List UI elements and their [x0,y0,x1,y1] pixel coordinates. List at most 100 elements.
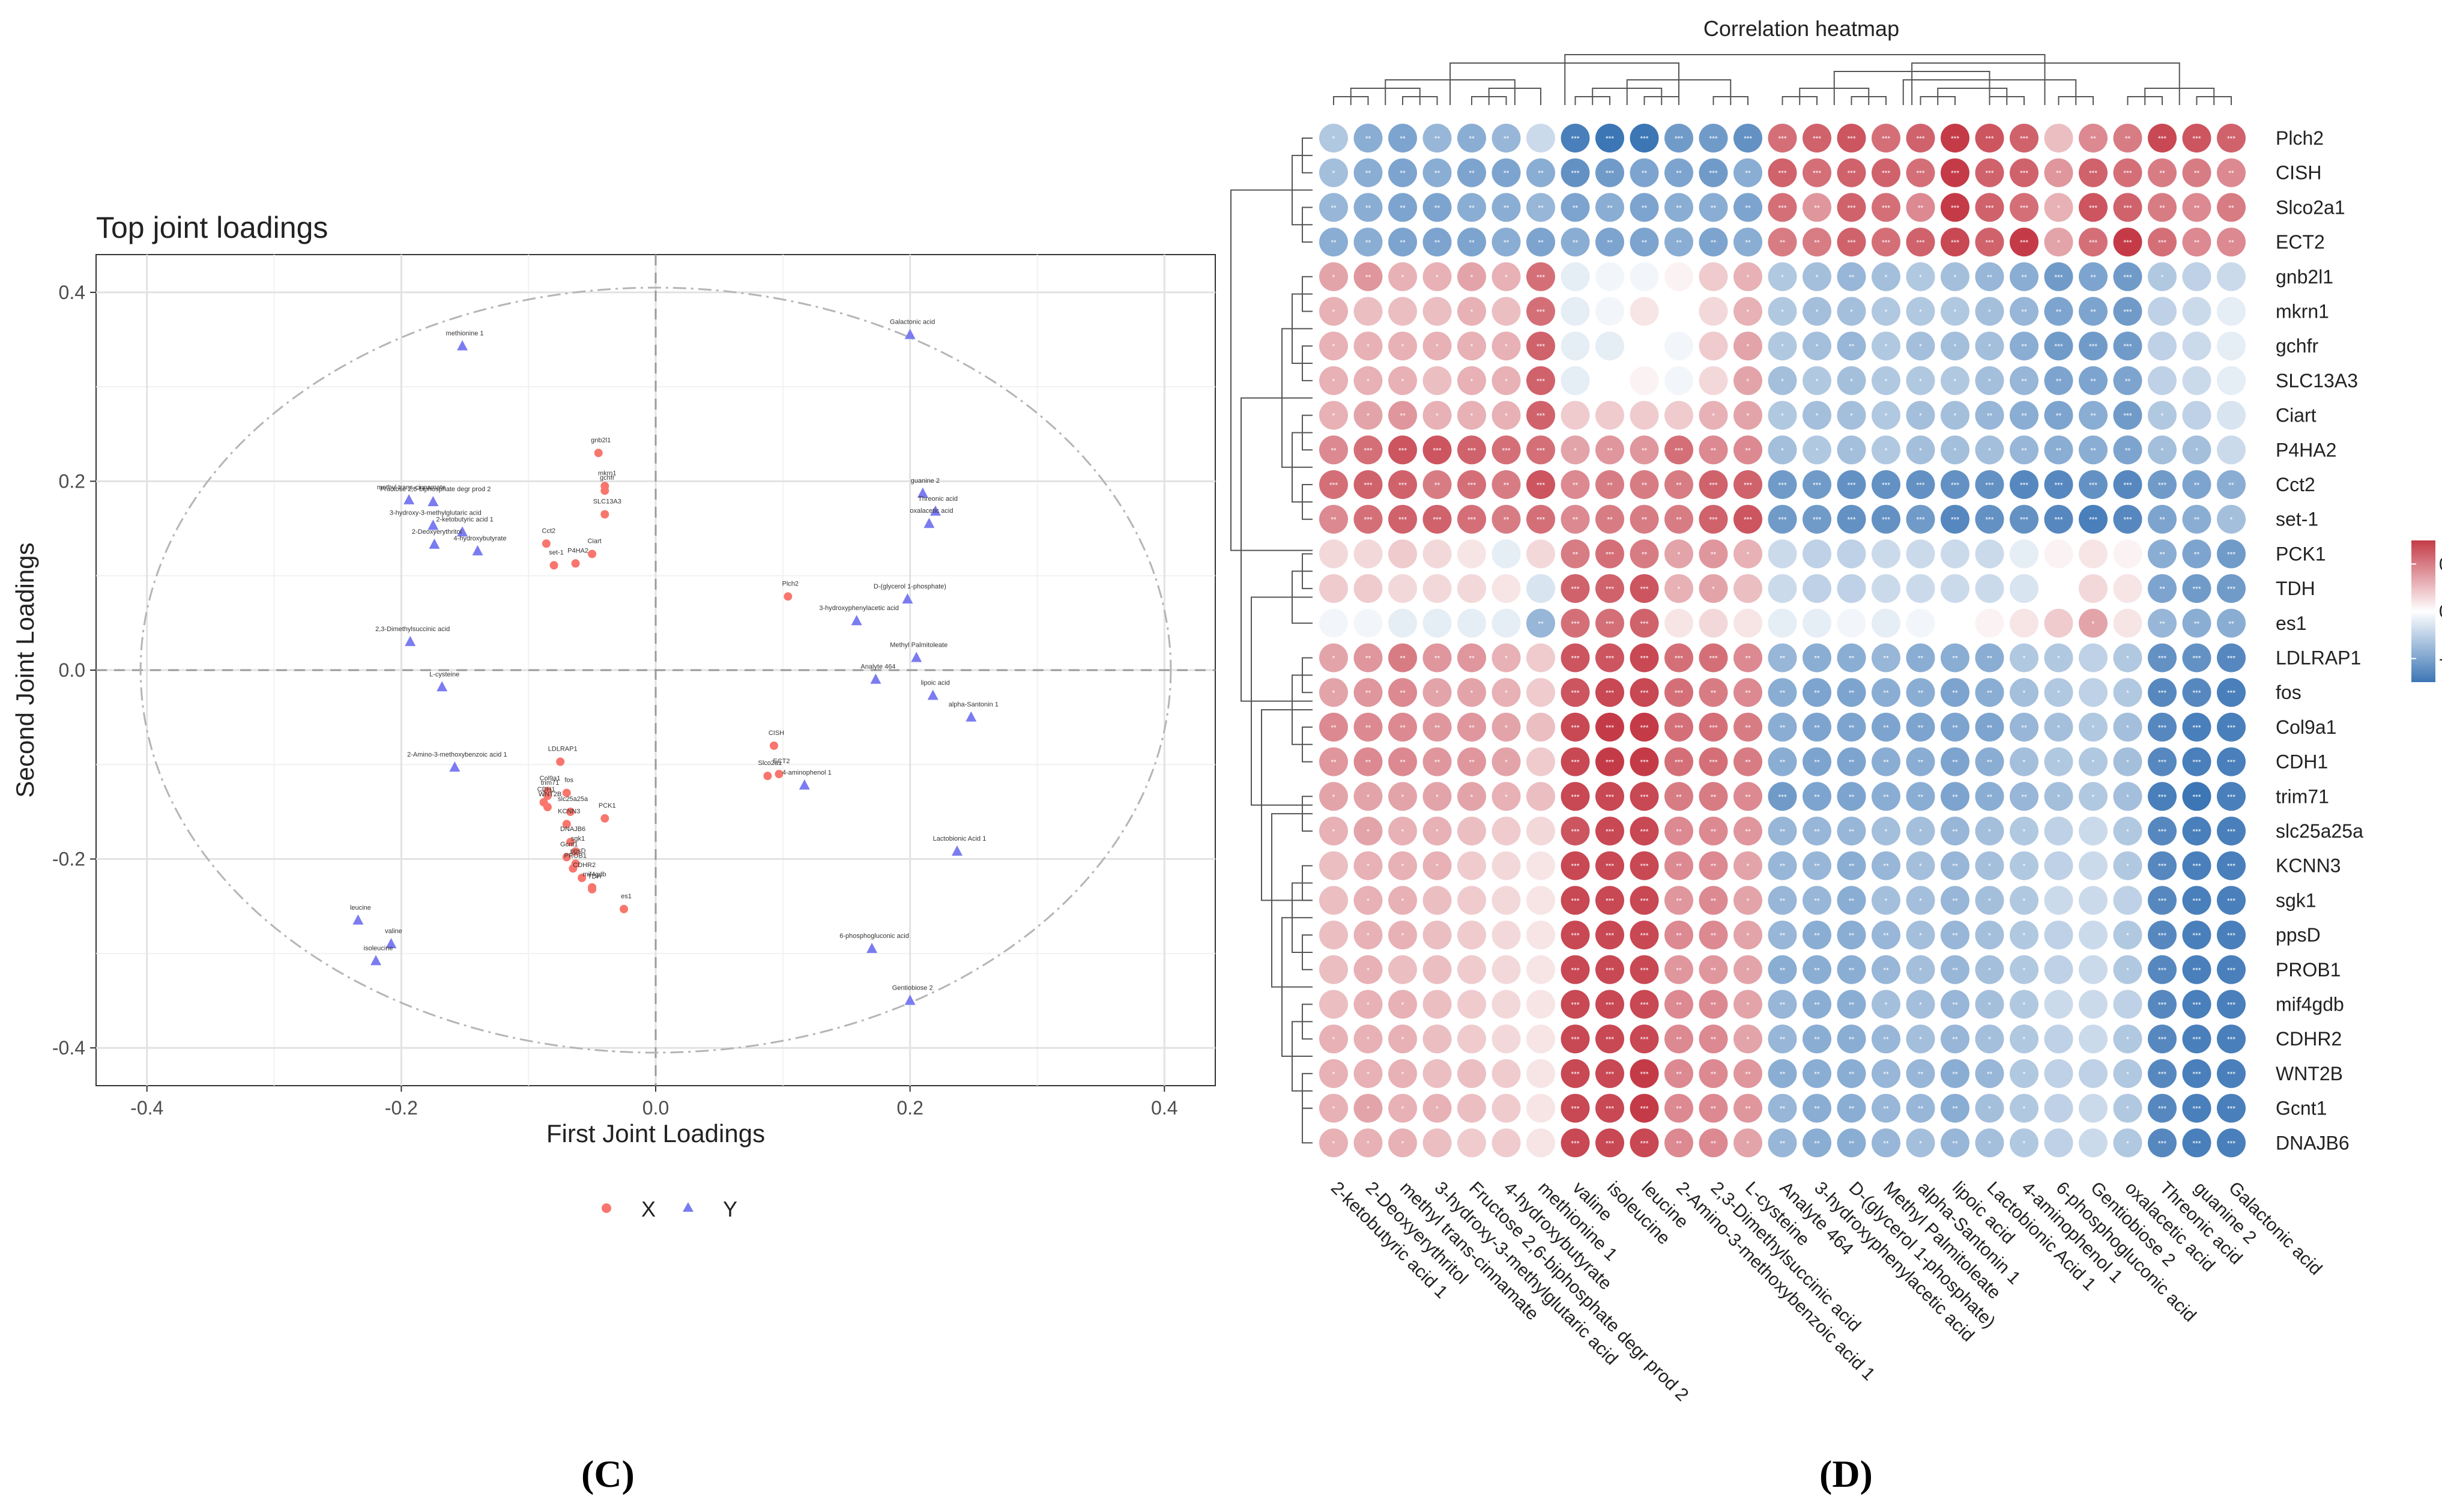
heatmap-cell [1561,1059,1590,1088]
point-label: Lactobionic Acid 1 [933,835,987,842]
heatmap-cell [2113,158,2142,187]
heatmap-cell [1526,817,1555,845]
significance-label: ** [2125,446,2131,455]
significance-label: ** [1676,862,1682,871]
significance-label: ** [1814,1105,1820,1113]
significance-label: * [1436,1105,1439,1113]
heatmap-cell [1526,158,1555,187]
heatmap-cell [2182,435,2211,465]
heatmap-cell [2148,608,2177,638]
significance-label: ** [1331,238,1337,247]
significance-label: *** [1640,966,1648,975]
significance-label: ** [1434,135,1440,143]
significance-label: ** [1434,204,1440,212]
heatmap-cell [2113,817,2142,845]
significance-label: *** [1606,966,1614,975]
heatmap-cell [1388,331,1417,361]
heatmap-cell [1941,228,1969,257]
significance-label: *** [1571,966,1579,975]
significance-label: * [1747,1139,1750,1148]
significance-label: * [1505,342,1508,351]
heatmap-cell [1630,678,1659,707]
dendrogram-branch [1911,62,2180,105]
heatmap-cell [1906,504,1935,534]
heatmap-cell [1872,401,1900,430]
heatmap-cell [1768,851,1797,880]
point-label: Galactonic acid [890,319,935,326]
significance-label: *** [1606,1139,1614,1148]
heatmap-cell [1664,747,1693,776]
significance-label: *** [1640,827,1648,836]
significance-label: *** [1778,793,1786,801]
heatmap-cell [1975,955,2004,984]
significance-label: *** [2123,204,2132,212]
heatmap-cell [2010,1093,2039,1123]
significance-label: ** [1745,689,1751,697]
significance-label: *** [1640,897,1648,905]
heatmap-cell [2044,435,2073,465]
heatmap-cell [1872,955,1900,984]
heatmap-cell [2010,1024,2039,1054]
significance-label: *** [1571,758,1579,767]
point-label: D-(glycerol 1-phosphate) [874,583,946,590]
heatmap-cell [1353,470,1383,499]
point-y [966,711,977,722]
heatmap-cell [1595,574,1624,603]
significance-label: ** [1538,238,1544,247]
row-label: LDLRAP1 [2276,647,2361,669]
heatmap-cell [1837,331,1866,361]
significance-label: ** [1538,204,1544,212]
heatmap-cell [1457,990,1486,1019]
point-x [562,788,571,797]
point-x [571,559,580,568]
heatmap-cell [1595,990,1624,1019]
heatmap-cell [1388,228,1417,257]
heatmap-cell [2044,158,2073,187]
significance-label: ** [2228,204,2234,212]
significance-label: * [2057,689,2060,697]
significance-label: * [2126,931,2129,940]
significance-label: * [1885,446,1888,455]
heatmap-cell [1941,955,1969,984]
significance-label: *** [1813,481,1821,489]
heatmap-cell [1561,331,1590,361]
point-label: isoleucine [364,945,393,952]
heatmap-cell [1941,1059,1969,1088]
heatmap-cell [1872,782,1900,811]
significance-label: *** [2192,1139,2201,1148]
significance-label: * [2126,862,2129,871]
point-label: CDH1 [537,786,555,793]
significance-label: * [1574,446,1577,455]
significance-label: ** [1745,238,1751,247]
significance-label: *** [1606,550,1614,558]
heatmap-cell [1526,297,1555,326]
heatmap-cell [2217,228,2246,257]
significance-label: *** [1571,931,1579,940]
heatmap-cell [1526,851,1555,880]
point-label: lipoic acid [921,679,950,686]
significance-label: * [1470,342,1473,351]
point-label: L-cysteine [429,671,459,678]
heatmap-cell [1319,608,1348,638]
significance-label: *** [2192,135,2201,143]
heatmap-cell [1941,712,1969,742]
point-x [562,820,571,829]
y-tick-label: 0.0 [59,659,85,681]
heatmap-cell [1837,158,1866,187]
heatmap-cell [1941,851,1969,880]
significance-label: * [1332,1035,1335,1044]
point-y [370,955,381,966]
legend: X Y [602,1197,737,1221]
heatmap-cell [1837,124,1866,153]
significance-label: ** [1780,862,1786,871]
heatmap-cell [2182,574,2211,603]
significance-label: * [1401,1035,1404,1044]
heatmap-cell [1664,228,1693,257]
heatmap-cell [2044,262,2073,291]
significance-label: ** [2021,342,2027,351]
significance-label: * [1919,862,1922,871]
significance-label: ** [2194,516,2200,524]
significance-label: ** [1952,827,1958,836]
significance-label: * [2092,758,2095,767]
heatmap-cell [1319,470,1348,499]
